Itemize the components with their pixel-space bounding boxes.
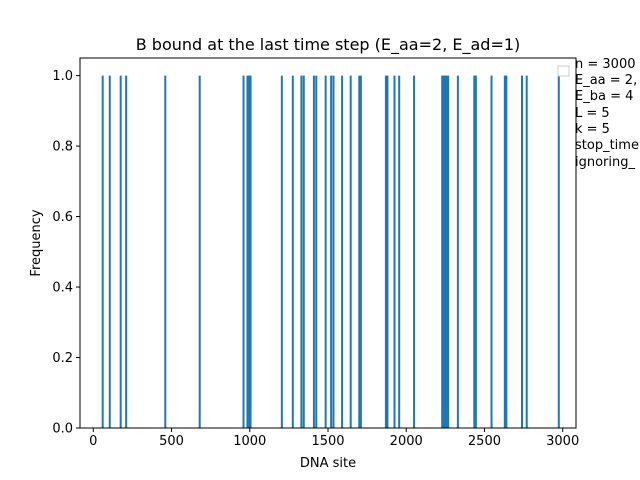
y-tick-label: 0.4 [52, 281, 73, 296]
legend-entry: stop_time [575, 138, 639, 153]
bar [300, 75, 303, 429]
bar [341, 75, 344, 429]
x-tick-label: 1000 [233, 434, 266, 449]
bar [441, 75, 444, 429]
bar [384, 75, 387, 429]
legend-entry: ignoring_ [575, 155, 636, 170]
bar [249, 75, 252, 429]
legend-entry: E_ba = 4 [575, 89, 633, 104]
bar [302, 75, 305, 429]
bar [444, 75, 447, 429]
bar [447, 75, 450, 429]
chart-title: B bound at the last time step (E_aa=2, E… [136, 35, 521, 55]
y-tick-label: 0.8 [52, 140, 73, 155]
bar [358, 75, 361, 429]
bar [330, 75, 333, 429]
x-axis-label: DNA site [300, 456, 356, 471]
x-tick-label: 2000 [390, 434, 423, 449]
bar [359, 75, 362, 429]
bar [503, 75, 506, 429]
bar [291, 75, 294, 429]
bar [521, 75, 524, 429]
legend: n = 3000 E_aa = 2, E_ba = 4 L = 5 k = 5 … [557, 57, 639, 170]
bar [315, 75, 318, 429]
bar [393, 75, 396, 429]
x-tick-label: 0 [89, 434, 97, 449]
y-axis-label: Frequency [29, 209, 44, 276]
bar [198, 75, 201, 429]
bar [505, 75, 508, 429]
bar [398, 75, 401, 429]
x-tick-label: 1500 [311, 434, 344, 449]
bar [332, 75, 335, 429]
bar-group [101, 75, 560, 429]
legend-entry: k = 5 [575, 122, 610, 137]
bar [246, 75, 249, 429]
x-tick-label: 2500 [468, 434, 501, 449]
bar [442, 75, 445, 429]
x-tick-label: 3000 [546, 434, 579, 449]
bar [119, 75, 122, 429]
bar [312, 75, 315, 429]
bar [247, 75, 250, 429]
bar [490, 75, 493, 429]
bar [525, 75, 528, 429]
bar [101, 75, 104, 429]
bar [474, 75, 477, 429]
tick-group: 0 500 1000 1500 2000 2500 3000 0.0 0.2 0.4 0.6 0.8 1… [52, 69, 579, 449]
y-tick-label: 0.6 [52, 210, 73, 225]
bar [108, 75, 111, 429]
legend-handle [557, 65, 570, 77]
bar [557, 75, 560, 429]
bar [242, 75, 245, 429]
y-tick-label: 0.0 [52, 422, 73, 437]
legend-entry: E_aa = 2, [575, 73, 637, 88]
bar [164, 75, 167, 429]
legend-entry: n = 3000 [575, 57, 635, 72]
bar [386, 75, 389, 429]
bar [125, 75, 128, 429]
bar [413, 75, 416, 429]
bar [456, 75, 459, 429]
bar [473, 75, 476, 429]
bar [349, 75, 352, 429]
y-tick-label: 0.2 [52, 351, 73, 366]
bar [324, 75, 327, 429]
bar [445, 75, 448, 429]
x-tick-label: 500 [159, 434, 184, 449]
bar [280, 75, 283, 429]
legend-entry: L = 5 [575, 106, 610, 121]
y-tick-label: 1.0 [52, 69, 73, 84]
